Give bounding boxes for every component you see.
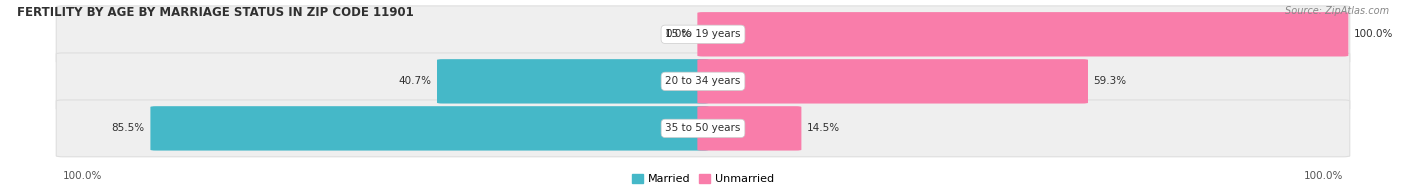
FancyBboxPatch shape [697,12,1348,56]
Text: 40.7%: 40.7% [398,76,432,86]
FancyBboxPatch shape [56,6,1350,63]
Text: 85.5%: 85.5% [111,123,145,133]
Text: 100.0%: 100.0% [63,171,103,181]
FancyBboxPatch shape [150,106,709,151]
FancyBboxPatch shape [697,59,1088,103]
Text: FERTILITY BY AGE BY MARRIAGE STATUS IN ZIP CODE 11901: FERTILITY BY AGE BY MARRIAGE STATUS IN Z… [17,6,413,19]
Text: 20 to 34 years: 20 to 34 years [665,76,741,86]
Text: 15 to 19 years: 15 to 19 years [665,29,741,39]
FancyBboxPatch shape [56,100,1350,157]
Text: Source: ZipAtlas.com: Source: ZipAtlas.com [1285,6,1389,16]
FancyBboxPatch shape [697,106,801,151]
Text: 0.0%: 0.0% [665,29,692,39]
Text: 100.0%: 100.0% [1303,171,1343,181]
Text: 35 to 50 years: 35 to 50 years [665,123,741,133]
FancyBboxPatch shape [437,59,709,103]
Text: 100.0%: 100.0% [1354,29,1393,39]
FancyBboxPatch shape [56,53,1350,110]
Legend: Married, Unmarried: Married, Unmarried [627,169,779,189]
Text: 59.3%: 59.3% [1094,76,1126,86]
Text: 14.5%: 14.5% [807,123,841,133]
